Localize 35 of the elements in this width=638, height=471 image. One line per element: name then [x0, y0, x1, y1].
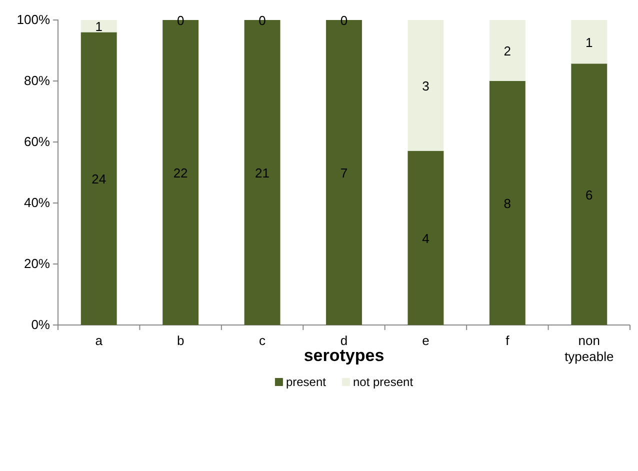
- y-tick-label: 0%: [31, 317, 50, 332]
- bar: [80, 32, 117, 325]
- legend-label: present: [286, 375, 327, 389]
- x-tick-label: b: [176, 333, 184, 348]
- annotation: 3: [422, 78, 430, 94]
- y-tick-label: 60%: [24, 134, 50, 150]
- annotation: 1: [586, 34, 593, 50]
- annotation: 4: [422, 230, 430, 246]
- y-tick-label: 40%: [24, 195, 50, 210]
- y-tick-label: 100%: [16, 12, 50, 28]
- bar: [571, 20, 608, 64]
- annotation: 6: [586, 187, 593, 202]
- x-tick-label: e: [422, 333, 430, 348]
- y-tick-label: 20%: [24, 256, 50, 272]
- annotation: 22: [173, 166, 188, 180]
- bar: [408, 20, 444, 151]
- annotation: 24: [92, 172, 106, 187]
- legend-label: not present: [352, 375, 414, 389]
- bar: [489, 81, 526, 325]
- x-axis-title: serotypes: [304, 346, 384, 365]
- annotation: 21: [255, 166, 270, 180]
- bar: [489, 20, 526, 81]
- x-tick-label: d: [340, 333, 348, 348]
- bar: [408, 150, 444, 325]
- x-tick-label: c: [259, 333, 266, 348]
- annotation: 8: [504, 196, 512, 211]
- x-tick-label: non typeable: [564, 333, 614, 364]
- annotation: 1: [95, 19, 102, 34]
- bar: [571, 64, 608, 325]
- bar: [80, 20, 117, 32]
- annotation: 7: [340, 166, 348, 180]
- x-tick-label: f: [506, 333, 510, 348]
- x-tick-label: a: [95, 333, 104, 348]
- y-tick-label: 80%: [24, 73, 50, 88]
- annotation: 2: [504, 44, 512, 58]
